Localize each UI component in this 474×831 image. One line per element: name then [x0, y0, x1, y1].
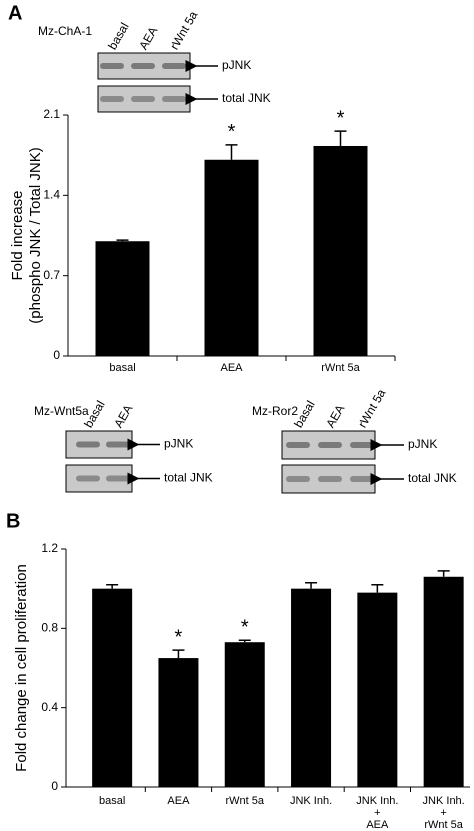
bar [224, 642, 265, 787]
y-tick-label: 0 [51, 779, 58, 793]
x-tick-label: JNK Inh. + AEA [356, 795, 399, 831]
panel-label: A [8, 2, 22, 24]
y-tick-label: 2.1 [43, 107, 60, 121]
cell-line-label: Mz-Wnt5a [34, 404, 89, 418]
error-bar [116, 239, 129, 242]
x-tick-label: AEA [167, 795, 190, 807]
lane-label: rWnt 5a [167, 8, 200, 52]
y-axis-label: Fold change in cell proliferation [13, 564, 30, 772]
bar [423, 576, 464, 787]
blot-band [131, 63, 155, 69]
bar [92, 588, 133, 787]
bar [357, 592, 398, 787]
band-label: total JNK [408, 471, 457, 485]
band-label: pJNK [408, 437, 437, 451]
error-bar [334, 130, 347, 146]
band-label: total JNK [164, 471, 213, 485]
bar [204, 159, 259, 356]
x-tick-label: JNK Inh. [289, 795, 333, 807]
blot-band [162, 63, 186, 69]
significance-mark: * [175, 626, 183, 648]
cell-line-label: Mz-ChA-1 [38, 24, 92, 38]
bar [313, 145, 368, 356]
blot-band [106, 475, 130, 482]
blot-band [162, 96, 186, 102]
y-tick-label: 0.4 [41, 700, 58, 714]
blot-band [286, 442, 310, 448]
lane-label: basal [105, 20, 131, 52]
band-label: pJNK [164, 437, 193, 451]
blot-band [76, 441, 100, 448]
blot-band [100, 63, 124, 69]
lane-label: rWnt 5a [355, 386, 388, 430]
error-bar [305, 581, 318, 589]
lane-label: AEA [111, 402, 135, 430]
significance-mark: * [337, 107, 345, 129]
band-label: pJNK [222, 58, 251, 72]
x-tick-label: basal [98, 795, 126, 807]
significance-mark: * [228, 121, 236, 143]
blot-band [106, 441, 130, 448]
blot-band [286, 476, 310, 482]
bar [158, 658, 199, 787]
blot-band [76, 475, 100, 482]
y-axis-label: (phospho JNK / Total JNK) [27, 147, 44, 323]
cell-line-label: Mz-Ror2 [252, 404, 298, 418]
bar [95, 241, 150, 356]
error-bar [225, 144, 238, 160]
x-tick-label: AEA [220, 362, 243, 374]
y-tick-label: 0.8 [41, 621, 58, 635]
panel-label: B [6, 510, 20, 532]
blot-band [100, 96, 124, 102]
y-tick-label: 0 [53, 348, 60, 362]
lane-label: AEA [323, 402, 347, 430]
error-bar [172, 649, 185, 659]
blot-band [131, 96, 155, 102]
band-label: total JNK [222, 91, 271, 105]
x-tick-label: rWnt 5a [321, 362, 360, 374]
y-tick-label: 1.4 [43, 188, 60, 202]
x-tick-label: JNK Inh. + rWnt 5a [422, 795, 465, 831]
y-tick-label: 1.2 [41, 541, 58, 555]
x-tick-label: basal [109, 362, 136, 374]
error-bar [106, 583, 119, 589]
bar [291, 588, 332, 787]
error-bar [238, 639, 251, 643]
blot-band [350, 442, 374, 448]
x-tick-label: rWnt 5a [225, 795, 264, 807]
error-bar [371, 583, 384, 593]
blot-band [350, 476, 374, 482]
y-axis-label: Fold increase [9, 190, 26, 280]
blot-band [318, 476, 342, 482]
lane-label: AEA [136, 24, 160, 52]
y-tick-label: 0.7 [43, 268, 60, 282]
significance-mark: * [241, 617, 249, 639]
blot-band [318, 442, 342, 448]
error-bar [437, 570, 450, 577]
